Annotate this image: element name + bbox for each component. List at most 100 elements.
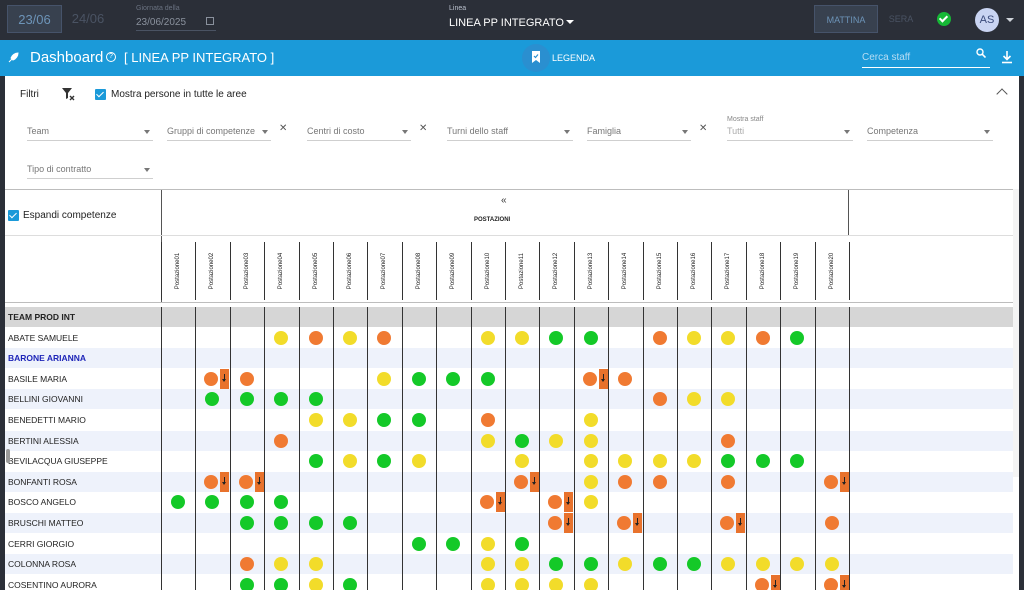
competence-dot[interactable] bbox=[582, 371, 597, 386]
competence-dot[interactable] bbox=[618, 474, 633, 489]
competence-dot[interactable] bbox=[583, 474, 598, 489]
competence-dot[interactable] bbox=[411, 454, 426, 469]
competence-dot[interactable] bbox=[790, 454, 805, 469]
staff-row[interactable]: CERRI GIORGIO bbox=[5, 534, 1013, 554]
shift-sera-button[interactable]: SERA bbox=[888, 14, 914, 24]
competence-dot[interactable] bbox=[239, 495, 254, 510]
competence-dot[interactable] bbox=[515, 330, 529, 345]
competence-dot[interactable] bbox=[721, 433, 736, 448]
chevron-up-icon[interactable] bbox=[996, 88, 1008, 100]
competence-dot[interactable] bbox=[446, 371, 461, 386]
competence-dot[interactable] bbox=[652, 454, 667, 469]
date-next-button[interactable]: 24/06 bbox=[71, 11, 105, 26]
arrow-down-icon[interactable] bbox=[564, 513, 574, 533]
competence-dot[interactable] bbox=[652, 392, 667, 407]
competence-dot[interactable] bbox=[411, 371, 426, 386]
competence-dot[interactable] bbox=[205, 392, 220, 407]
competence-dot[interactable] bbox=[480, 330, 495, 345]
competence-dot[interactable] bbox=[274, 557, 289, 572]
gruppi-select[interactable]: Gruppi di competenze bbox=[167, 121, 271, 141]
team-select[interactable]: Team bbox=[27, 121, 153, 141]
staff-row[interactable]: ABATE SAMUELE bbox=[5, 328, 1013, 348]
competence-dot[interactable] bbox=[721, 474, 736, 489]
competence-dot[interactable] bbox=[480, 577, 495, 590]
competence-dot[interactable] bbox=[549, 557, 564, 572]
competence-dot[interactable] bbox=[239, 371, 254, 386]
famiglia-select[interactable]: Famiglia bbox=[587, 121, 691, 141]
competence-dot[interactable] bbox=[617, 516, 632, 530]
date-picker-field[interactable]: 23/06/2025 bbox=[136, 17, 216, 31]
competence-dot[interactable] bbox=[755, 454, 770, 469]
competence-dot[interactable] bbox=[308, 330, 323, 345]
chevron-down-icon[interactable] bbox=[566, 20, 574, 24]
competence-dot[interactable] bbox=[343, 454, 357, 469]
competence-dot[interactable] bbox=[480, 557, 495, 572]
competence-dot[interactable] bbox=[618, 557, 633, 572]
competence-dot[interactable] bbox=[755, 330, 770, 345]
staff-row[interactable]: BEVILACQUA GIUSEPPE bbox=[5, 451, 1013, 471]
staff-row[interactable]: COLONNA ROSA bbox=[5, 554, 1013, 575]
competence-dot[interactable] bbox=[515, 536, 529, 551]
competence-dot[interactable] bbox=[652, 557, 667, 572]
team-row[interactable]: TEAM PROD INT bbox=[5, 307, 1013, 327]
competence-dot[interactable] bbox=[515, 433, 529, 448]
competence-dot[interactable] bbox=[515, 577, 529, 590]
competence-dot[interactable] bbox=[411, 536, 426, 551]
competence-dot[interactable] bbox=[377, 454, 392, 469]
competence-dot[interactable] bbox=[549, 577, 564, 590]
competence-dot[interactable] bbox=[687, 454, 701, 469]
turni-select[interactable]: Turni dello staff bbox=[447, 121, 573, 141]
staff-row[interactable]: COSENTINO AURORA bbox=[5, 574, 1013, 590]
staff-row[interactable]: BOSCO ANGELO bbox=[5, 492, 1013, 513]
competence-dot[interactable] bbox=[308, 413, 323, 427]
arrow-down-icon[interactable] bbox=[736, 513, 746, 533]
competence-dot[interactable] bbox=[721, 454, 736, 469]
staff-row[interactable]: BARONE ARIANNA bbox=[5, 348, 1013, 369]
competence-dot[interactable] bbox=[239, 516, 254, 530]
competence-dot[interactable] bbox=[583, 330, 598, 345]
filter-clear-icon[interactable] bbox=[61, 87, 75, 101]
help-icon[interactable]: ? bbox=[106, 52, 116, 62]
arrow-down-icon[interactable] bbox=[220, 368, 230, 389]
competence-dot[interactable] bbox=[652, 474, 667, 489]
competence-dot[interactable] bbox=[824, 557, 839, 572]
competence-dot[interactable] bbox=[274, 330, 289, 345]
download-icon[interactable] bbox=[1001, 50, 1013, 64]
competence-dot[interactable] bbox=[343, 413, 357, 427]
shift-mattina-button[interactable]: MATTINA bbox=[814, 5, 878, 33]
competence-dot[interactable] bbox=[479, 495, 494, 510]
staff-row[interactable]: BASILE MARIA bbox=[5, 368, 1013, 389]
competence-dot[interactable] bbox=[721, 392, 736, 407]
competence-dot[interactable] bbox=[238, 474, 253, 489]
competence-dot[interactable] bbox=[239, 392, 254, 407]
scrollbar-thumb[interactable] bbox=[6, 449, 10, 463]
competence-dot[interactable] bbox=[274, 433, 289, 448]
competence-dot[interactable] bbox=[377, 413, 392, 427]
competence-dot[interactable] bbox=[205, 495, 220, 510]
competence-dot[interactable] bbox=[755, 557, 770, 572]
competence-dot[interactable] bbox=[274, 495, 289, 510]
bookmark-icon[interactable] bbox=[531, 51, 541, 63]
arrow-down-icon[interactable] bbox=[598, 368, 608, 389]
competence-dot[interactable] bbox=[480, 371, 495, 386]
competence-dot[interactable] bbox=[171, 495, 185, 510]
competence-dot[interactable] bbox=[618, 454, 633, 469]
arrow-down-icon[interactable] bbox=[254, 471, 264, 492]
arrow-down-icon[interactable] bbox=[633, 513, 643, 533]
mostra-staff-select[interactable]: Tutti bbox=[727, 121, 853, 141]
competence-dot[interactable] bbox=[239, 557, 254, 572]
competence-dot[interactable] bbox=[687, 330, 701, 345]
competence-dot[interactable] bbox=[790, 557, 805, 572]
clear-gruppi-icon[interactable]: ✕ bbox=[279, 123, 288, 134]
date-current-button[interactable]: 23/06 bbox=[7, 5, 62, 33]
competence-dot[interactable] bbox=[583, 495, 598, 510]
competence-dot[interactable] bbox=[343, 330, 357, 345]
search-input[interactable] bbox=[862, 48, 990, 68]
competence-dot[interactable] bbox=[514, 474, 528, 489]
competence-dot[interactable] bbox=[652, 330, 667, 345]
search-icon[interactable] bbox=[976, 48, 986, 58]
competence-dot[interactable] bbox=[549, 330, 564, 345]
competence-dot[interactable] bbox=[308, 516, 323, 530]
competenza-select[interactable]: Competenza bbox=[867, 121, 993, 141]
competence-dot[interactable] bbox=[687, 557, 701, 572]
